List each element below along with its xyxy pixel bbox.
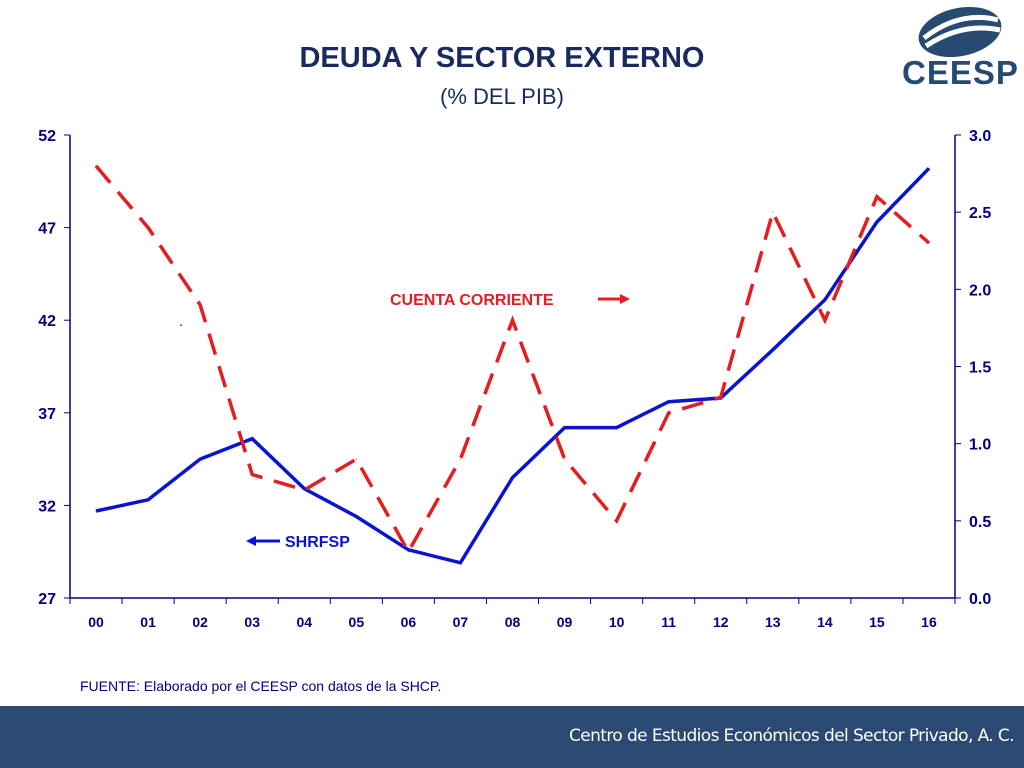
y-right-tick-label: 2.5 [969,205,991,222]
x-tick-label: 11 [661,614,676,630]
chart-annotations: SHRFSP CUENTA CORRIENTE. [179,292,630,551]
chart-axes [69,135,956,599]
data-point [928,167,930,169]
data-point [512,319,513,321]
stray-dot: . [179,313,183,329]
data-point [876,221,878,223]
data-point [876,196,878,198]
data-point [251,474,253,476]
data-point [668,412,670,414]
cuenta-corriente-line [94,164,931,556]
y-right-tick-label: 0.5 [969,514,991,531]
x-tick-label: 02 [192,614,208,630]
y-left-tick-label: 37 [38,406,56,423]
x-tick-label: 05 [349,614,365,630]
x-tick-label: 08 [505,614,521,630]
x-tick-label: 07 [453,614,469,630]
x-tick-label: 13 [765,614,781,630]
data-point [512,477,513,479]
data-point [616,427,618,429]
y-axis-right-ticks: 0.0 0.5 1.0 1.5 2.0 2.5 3.0 [955,128,991,608]
y-right-tick-label: 1.0 [969,437,991,454]
source-note: FUENTE: Elaborado por el CEESP con datos… [80,678,442,694]
logo-text: CEESP [902,54,1019,91]
data-point [407,549,409,551]
data-point [564,427,566,429]
x-tick-label: 01 [140,614,156,630]
data-point [720,396,722,398]
data-point [564,458,566,460]
x-axis-ticks: 00 01 02 03 04 05 06 07 08 09 10 11 12 13 14 15 16 [69,598,956,630]
data-point [355,458,357,460]
shrfsp-arrow-head [246,536,256,546]
x-tick-label: 03 [244,614,260,630]
footer-text: Centro de Estudios Económicos del Sector… [568,726,1015,746]
y-right-tick-label: 1.5 [969,360,991,377]
y-left-tick-label: 27 [38,591,56,608]
logo-mark [918,6,1002,58]
y-right-tick-label: 2.0 [969,282,991,299]
data-point [199,304,201,306]
data-point [303,488,305,490]
data-point [95,510,97,512]
page-title: DEUDA Y SECTOR EXTERNO [299,42,705,74]
data-point [824,299,826,301]
x-tick-label: 09 [557,614,573,630]
cuenta-arrow-head [620,294,630,304]
page-subtitle: (% DEL PIB) [440,84,564,109]
y-axis-left-ticks: 27 32 37 42 47 52 [38,128,70,608]
y-left-tick-label: 47 [38,221,56,238]
series-lines [94,164,931,565]
data-point [407,551,409,553]
y-left-tick-label: 32 [38,498,56,515]
data-point [147,227,149,229]
y-left-tick-label: 42 [38,313,56,330]
y-right-tick-label: 0.0 [969,591,991,608]
data-point [251,438,253,440]
cuenta-corriente-label: CUENTA CORRIENTE [390,292,554,309]
x-tick-label: 12 [713,614,729,630]
x-tick-label: 06 [401,614,417,630]
x-tick-label: 16 [921,614,937,630]
data-point [459,562,461,564]
data-point [928,242,930,244]
data-point [355,516,357,518]
x-tick-label: 10 [609,614,625,630]
y-left-tick-label: 52 [38,128,56,145]
data-point [459,458,461,460]
data-point [95,165,97,167]
x-tick-label: 15 [869,614,885,630]
y-right-tick-label: 3.0 [969,128,991,145]
x-tick-label: 14 [817,614,833,630]
data-point [303,489,305,491]
x-tick-label: 00 [88,614,104,630]
data-point [199,458,201,460]
shrfsp-line [95,167,931,565]
chart: 00 01 02 03 04 05 06 07 08 09 10 11 12 13 14 15 16 27 32 3… [38,128,991,630]
data-point [147,499,149,501]
data-point [824,319,826,321]
data-point [772,211,774,213]
shrfsp-label: SHRFSP [285,534,350,551]
data-point [616,520,618,522]
ceesp-logo: CEESP [902,4,1019,91]
data-point [772,349,774,351]
x-tick-label: 04 [296,614,312,630]
data-point [668,401,670,403]
footer-bar: Centro de Estudios Económicos del Sector… [0,706,1024,768]
